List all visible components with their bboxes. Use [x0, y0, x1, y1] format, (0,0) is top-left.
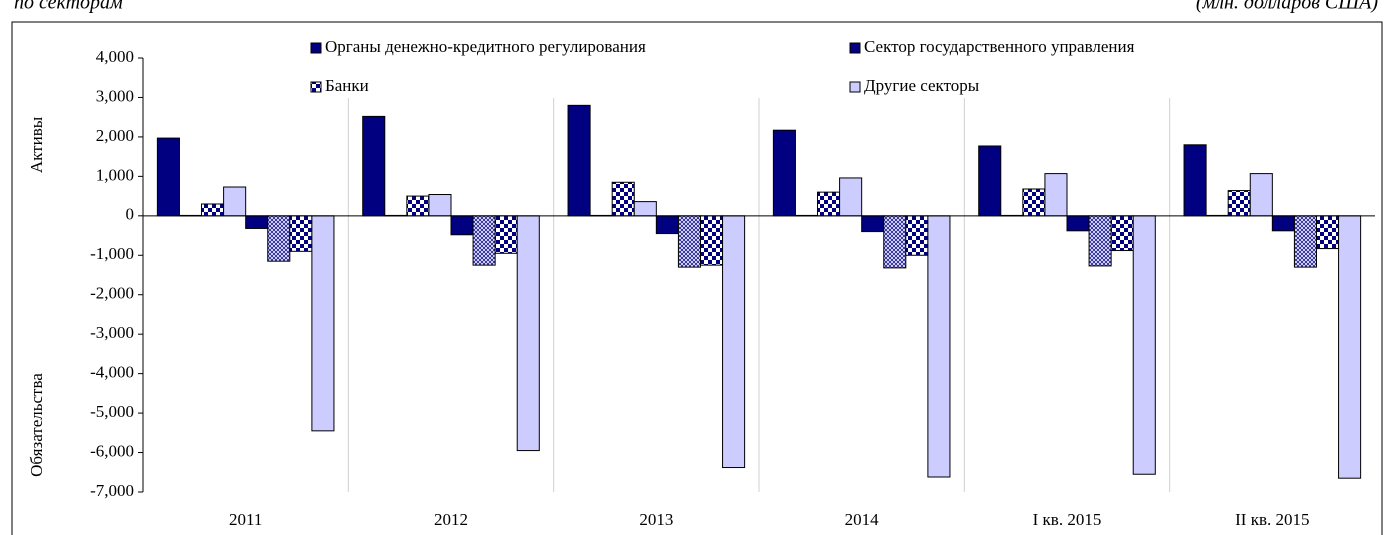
bar	[1227, 190, 1251, 217]
legend-swatch	[310, 42, 322, 54]
bar	[655, 215, 679, 235]
units: (млн. долларов США)	[1196, 0, 1378, 14]
legend-label: Сектор государственного управления	[864, 37, 1135, 56]
y-tick-label: -2,000	[90, 284, 134, 303]
bar	[267, 215, 291, 262]
bar	[817, 191, 841, 217]
bar	[1293, 215, 1317, 268]
x-tick-label: I кв. 2015	[1033, 510, 1102, 529]
bar	[927, 215, 951, 478]
legend-swatch	[849, 42, 861, 54]
bar	[905, 215, 929, 256]
bar	[156, 137, 180, 217]
bar	[611, 181, 635, 217]
y-tick-label: 0	[126, 205, 135, 224]
y-tick-label: 3,000	[96, 86, 134, 105]
y-tick-label: -1,000	[90, 244, 134, 263]
bar	[1088, 215, 1112, 267]
legend-label: Банки	[325, 76, 369, 95]
legend-label: Другие секторы	[864, 76, 980, 95]
bar	[1132, 215, 1156, 475]
legend-swatch	[310, 81, 322, 93]
bar	[472, 215, 496, 266]
bar	[1183, 144, 1207, 217]
bar	[1044, 173, 1068, 217]
y-label-top: Активы	[27, 116, 46, 173]
bar	[201, 203, 225, 217]
bar	[699, 215, 724, 266]
bar	[633, 201, 657, 217]
y-tick-label: 2,000	[96, 126, 134, 145]
bar	[362, 115, 386, 217]
bar	[245, 215, 269, 229]
bar	[289, 215, 313, 252]
y-tick-label: -3,000	[90, 323, 134, 342]
x-tick-label: 2014	[845, 510, 880, 529]
bar	[1249, 173, 1273, 217]
bar	[516, 215, 540, 452]
bar	[406, 195, 430, 217]
y-tick-label: 1,000	[96, 165, 134, 184]
x-tick-label: 2011	[229, 510, 262, 529]
bar	[677, 215, 701, 268]
bar	[428, 194, 452, 217]
x-tick-label: II кв. 2015	[1235, 510, 1309, 529]
legend-swatch	[849, 81, 861, 93]
bar	[772, 129, 796, 217]
bar	[567, 104, 591, 217]
bar	[1338, 215, 1362, 479]
y-tick-label: 4,000	[96, 47, 134, 66]
y-label-bottom: Обязательства	[27, 373, 46, 477]
bar	[839, 177, 863, 217]
x-tick-label: 2013	[639, 510, 673, 529]
y-tick-label: -5,000	[90, 402, 134, 421]
y-tick-label: -7,000	[90, 481, 134, 500]
legend-label: Органы денежно-кредитного регулирования	[325, 37, 646, 56]
bar	[978, 145, 1002, 217]
bar	[1022, 188, 1046, 217]
bar	[883, 215, 907, 269]
bar	[311, 215, 335, 432]
bar	[1271, 215, 1295, 232]
y-tick-label: -6,000	[90, 441, 134, 460]
y-tick-label: -4,000	[90, 363, 134, 382]
bar	[494, 215, 518, 254]
subtitle: по секторам	[14, 0, 123, 14]
frame	[11, 21, 1383, 535]
bar	[1110, 215, 1134, 252]
bar	[1315, 215, 1340, 250]
bar	[861, 215, 885, 233]
bar	[1066, 215, 1090, 232]
x-tick-label: 2012	[434, 510, 468, 529]
bar	[450, 215, 474, 236]
bar	[722, 215, 746, 469]
bar	[223, 186, 247, 217]
